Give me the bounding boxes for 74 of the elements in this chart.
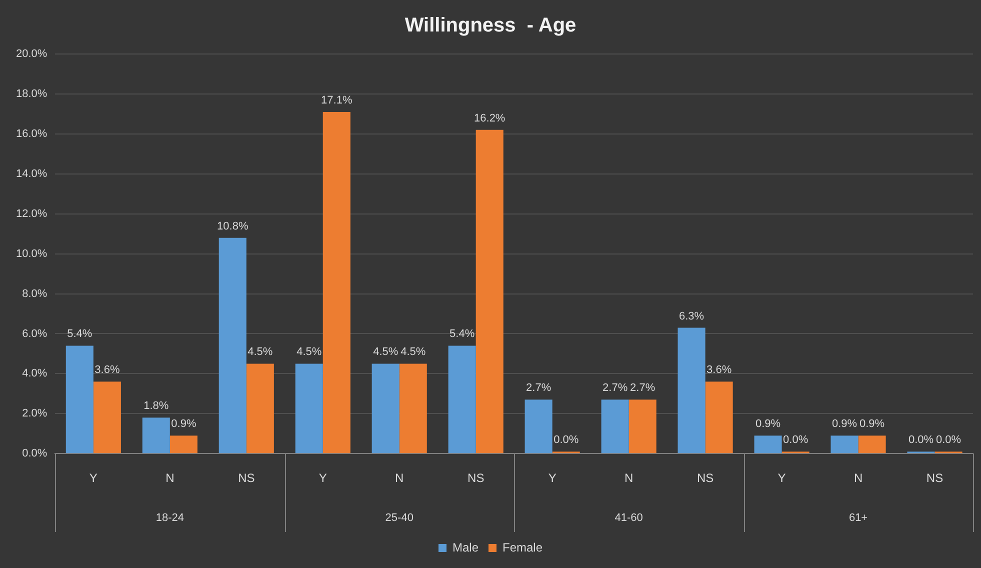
text: 25-40 — [385, 512, 414, 524]
bar — [705, 382, 733, 454]
x-tick-label: N — [395, 471, 404, 486]
data-label: 4.5% — [373, 346, 398, 358]
data-label: 3.6% — [94, 364, 120, 376]
bar — [830, 436, 858, 454]
y-tick-label: 16.0% — [16, 128, 48, 140]
y-tick-label: 8.0% — [22, 288, 48, 300]
bar — [66, 346, 94, 454]
x-tick-label: N — [854, 471, 863, 486]
data-label: 0.0% — [908, 434, 934, 446]
y-tick-label: 14.0% — [16, 168, 48, 180]
data-label: 16.2% — [474, 112, 506, 124]
data-label: 0.9% — [755, 418, 781, 430]
data-label: 4.5% — [248, 346, 273, 358]
data-label: 0.0% — [936, 434, 962, 446]
y-tick-label: 2.0% — [22, 408, 48, 420]
data-label: 0.9% — [832, 418, 858, 430]
bar — [399, 364, 427, 454]
y-tick-label: 0.0% — [22, 448, 48, 460]
y-tick-label: 18.0% — [16, 88, 48, 100]
bar — [322, 112, 350, 454]
bar — [246, 364, 274, 454]
bar — [476, 130, 504, 454]
data-label: 1.8% — [144, 400, 169, 412]
text: 18-24 — [156, 512, 184, 524]
data-label: 2.7% — [630, 382, 656, 394]
bar — [678, 328, 706, 454]
bar — [601, 400, 629, 454]
y-tick-label: 4.0% — [22, 368, 48, 380]
data-label: 0.9% — [171, 418, 196, 430]
bar — [524, 400, 552, 454]
data-label: 2.7% — [526, 382, 552, 394]
data-label: 17.1% — [321, 94, 352, 106]
x-tick-label: NS — [238, 471, 255, 486]
legend-label: Female — [502, 540, 543, 554]
bar — [754, 436, 782, 454]
x-tick-label: Y — [548, 471, 556, 486]
x-tick-label: Y — [318, 471, 327, 486]
x-tick-label: Y — [778, 471, 786, 486]
y-tick-label: 20.0% — [16, 48, 48, 60]
data-label: 5.4% — [450, 328, 475, 340]
x-tick-label: N — [624, 471, 634, 486]
data-label: 4.5% — [400, 346, 426, 358]
y-tick-label: 12.0% — [16, 208, 48, 220]
bar — [218, 238, 246, 454]
bar — [858, 436, 886, 454]
bar — [142, 418, 170, 454]
legend-label: Male — [452, 540, 479, 554]
chart-title: Willingness - Age — [404, 14, 576, 37]
bar — [448, 346, 476, 454]
bar — [372, 364, 400, 454]
data-label: 0.0% — [554, 434, 579, 446]
bar — [295, 364, 323, 454]
text: 61+ — [848, 512, 868, 524]
data-label: 6.3% — [679, 310, 704, 322]
x-tick-label: N — [166, 471, 174, 486]
data-label: 10.8% — [217, 220, 248, 232]
x-tick-label: NS — [696, 471, 714, 486]
data-label: 3.6% — [706, 364, 732, 376]
bar — [93, 382, 121, 454]
data-label: 0.0% — [783, 434, 808, 446]
x-tick-label: NS — [468, 471, 484, 486]
data-label: 0.9% — [860, 418, 885, 430]
data-label: 2.7% — [602, 382, 628, 394]
data-label: 4.5% — [296, 346, 322, 358]
x-tick-label: NS — [926, 471, 944, 486]
bar — [170, 436, 198, 454]
x-tick-label: Y — [89, 471, 98, 486]
bar — [628, 400, 656, 454]
y-tick-label: 10.0% — [16, 248, 48, 260]
y-tick-label: 6.0% — [22, 328, 48, 340]
data-label: 5.4% — [67, 328, 92, 340]
text: 41-60 — [614, 512, 643, 524]
